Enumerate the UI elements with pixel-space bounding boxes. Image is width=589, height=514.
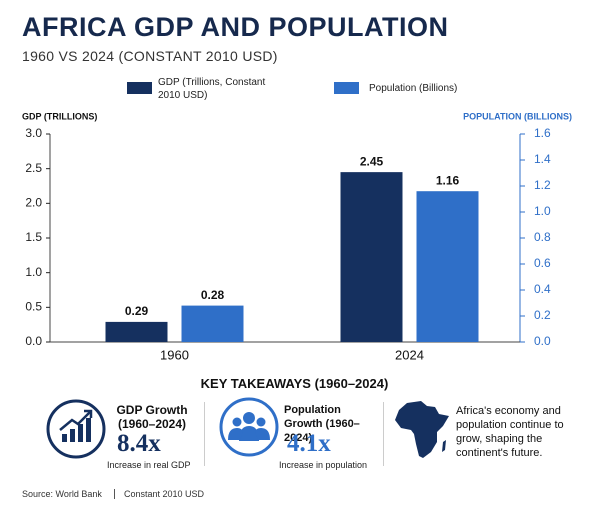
- card-value: 4.1x: [287, 430, 331, 457]
- tick-label: 1.0: [534, 204, 551, 218]
- people-icon: [219, 397, 279, 457]
- tick-label: 0.2: [534, 308, 551, 322]
- value-label: 0.28: [201, 288, 225, 302]
- bar: [181, 305, 244, 342]
- legend-label: GDP (Trillions, Constant 2010 USD): [158, 77, 266, 101]
- separator: [204, 402, 205, 466]
- takeaways-heading: KEY TAKEAWAYS (1960–2024): [200, 376, 389, 391]
- y-axis-title: GDP (TRILLIONS): [22, 111, 97, 121]
- bar: [416, 191, 479, 342]
- card-value: 8.4x: [117, 430, 161, 457]
- legend-label: Population (Billions): [369, 83, 458, 94]
- africa-map: [395, 401, 449, 458]
- legend-swatch: [334, 82, 359, 94]
- tick-label: 2.5: [25, 161, 42, 175]
- tick-label: 0.0: [25, 334, 42, 348]
- tick-label: 3.0: [25, 126, 42, 140]
- title: AFRICA GDP AND POPULATION: [22, 12, 449, 42]
- source: Source: World Bank: [22, 489, 102, 499]
- card-title: GDP Growth (1960–2024): [116, 403, 188, 431]
- value-label: 0.29: [125, 304, 149, 318]
- tick-label: 1.2: [534, 178, 551, 192]
- tick-label: 1.5: [25, 230, 42, 244]
- tick-label: 2.0: [25, 196, 42, 210]
- bar: [105, 321, 168, 342]
- basis: Constant 2010 USD: [124, 489, 205, 499]
- tick-label: 0.5: [25, 300, 42, 314]
- chart: GDP (TRILLIONS) POPULATION (BILLIONS) 0.…: [22, 111, 572, 362]
- legend-swatch: [127, 82, 152, 94]
- card-caption: Increase in real GDP: [107, 460, 191, 470]
- tick-label: 1.6: [534, 126, 551, 140]
- tick-label: 0.6: [534, 256, 551, 270]
- y2-axis-title: POPULATION (BILLIONS): [463, 111, 572, 121]
- tick-label: 0.0: [534, 334, 551, 348]
- takeaway-note: Africa's economy and population continue…: [456, 405, 564, 459]
- tick-label: 1.4: [534, 152, 551, 166]
- card-caption: Increase in population: [279, 460, 368, 470]
- separator: [114, 489, 115, 499]
- separator: [383, 402, 384, 466]
- x-tick-label: 1960: [160, 347, 189, 362]
- card-title: Population Growth (1960–2024): [284, 404, 360, 444]
- bar: [340, 172, 403, 342]
- value-label: 1.16: [436, 173, 460, 187]
- tick-label: 0.4: [534, 282, 551, 296]
- growth-icon: [46, 399, 106, 459]
- x-tick-label: 2024: [395, 347, 424, 362]
- value-label: 2.45: [360, 154, 384, 168]
- subtitle: 1960 VS 2024 (CONSTANT 2010 USD): [22, 48, 278, 64]
- tick-label: 1.0: [25, 265, 42, 279]
- tick-label: 0.8: [534, 230, 551, 244]
